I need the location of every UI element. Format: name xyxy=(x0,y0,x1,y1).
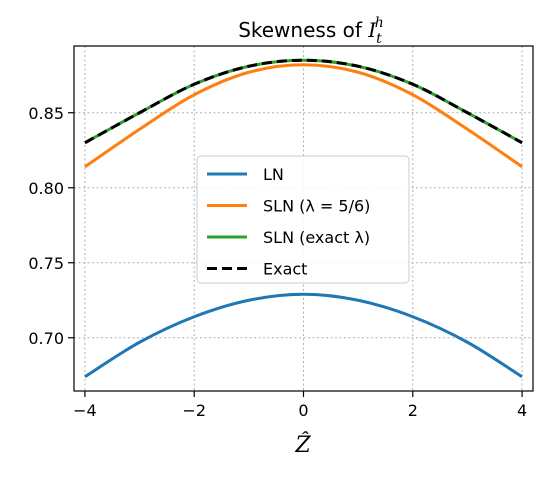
y-tick-label: 0.75 xyxy=(28,254,64,273)
x-axis-label: Ẑ xyxy=(294,431,311,458)
y-tick-label: 0.70 xyxy=(28,329,64,348)
axis-ticks: −4 −2 0 2 4 0.70 0.75 0.80 0.85 xyxy=(28,104,527,420)
series-line-exact xyxy=(84,58,523,145)
chart-title: Skewness of Ith xyxy=(238,15,384,47)
legend-label-sln-fixed-lambda: SLN (λ = 5/6) xyxy=(263,197,370,216)
series-line-sln-fixed-lambda xyxy=(84,63,523,168)
series-lines xyxy=(84,58,523,379)
legend-label-sln-exact-lambda: SLN (exact λ) xyxy=(263,228,370,247)
x-tick-label: −2 xyxy=(182,401,206,420)
chart-title-subscript: t xyxy=(376,31,382,47)
legend-label-ln: LN xyxy=(263,165,284,184)
x-tick-label: −4 xyxy=(73,401,97,420)
x-tick-label: 2 xyxy=(408,401,418,420)
y-tick-label: 0.80 xyxy=(28,179,64,198)
legend: LN SLN (λ = 5/6) SLN (exact λ) Exact xyxy=(196,155,410,284)
series-line-ln xyxy=(84,292,523,379)
chart-title-superscript: h xyxy=(375,15,384,31)
x-tick-label: 0 xyxy=(298,401,308,420)
x-tick-label: 4 xyxy=(517,401,527,420)
legend-box xyxy=(196,155,410,284)
chart-title-var: I xyxy=(367,18,377,42)
legend-label-exact: Exact xyxy=(263,260,307,279)
chart-title-main: Skewness of xyxy=(238,18,368,42)
y-tick-label: 0.85 xyxy=(28,104,64,123)
